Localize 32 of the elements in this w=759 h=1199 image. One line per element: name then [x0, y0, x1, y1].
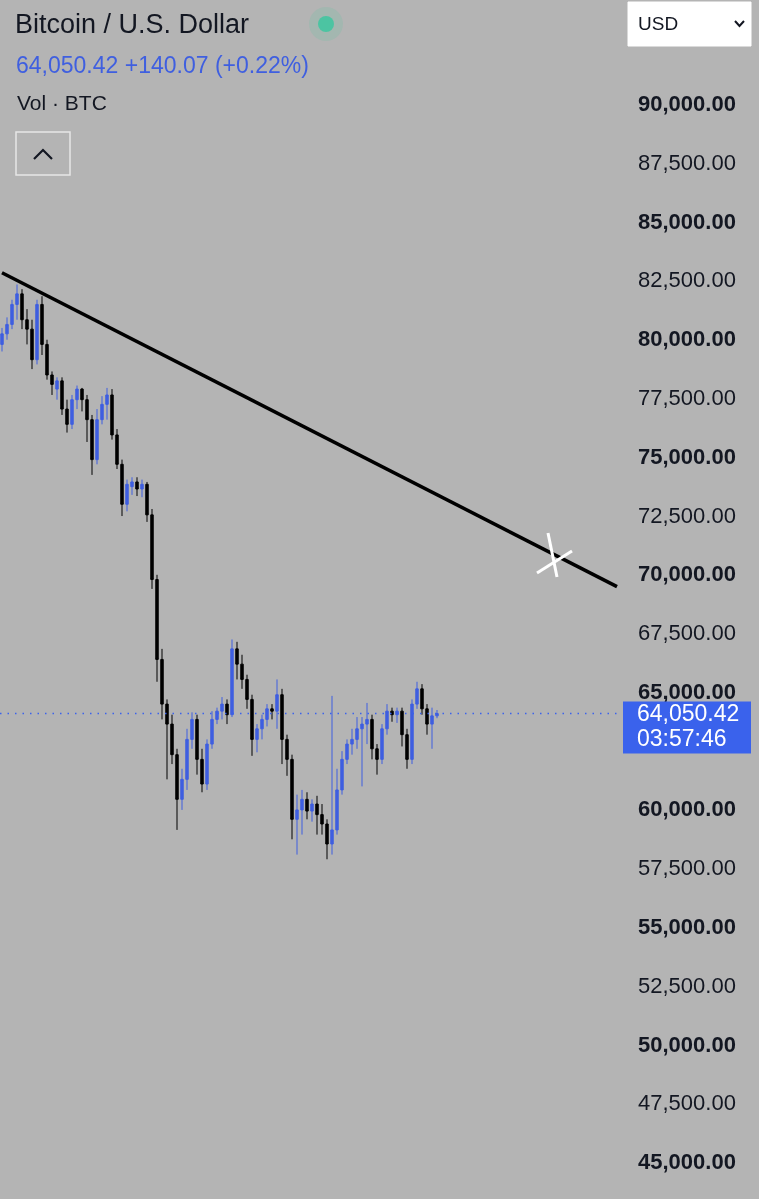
- y-tick-label: 52,500.00: [638, 972, 736, 998]
- candlestick: [305, 791, 309, 820]
- y-tick-label: 85,000.00: [638, 208, 736, 234]
- candlestick: [55, 376, 59, 401]
- y-tick-label: 65,000.00: [638, 678, 736, 704]
- text: 64,050.42 +140.07 (+0.22%): [16, 52, 309, 78]
- y-tick-label: 90,000.00: [638, 91, 736, 117]
- y-tick-label: 75,000.00: [638, 443, 736, 469]
- chart-title: Bitcoin / U.S. Dollar: [15, 9, 250, 40]
- candlestick: [35, 299, 39, 365]
- candlestick: [390, 707, 394, 723]
- candlestick: [140, 479, 144, 498]
- y-tick-label: 87,500.00: [638, 149, 736, 175]
- y-tick-label: 72,500.00: [638, 502, 736, 528]
- text: USD: [638, 13, 679, 34]
- y-tick-label: 77,500.00: [638, 385, 736, 411]
- y-tick-label: 67,500.00: [638, 620, 736, 646]
- y-tick-label: 57,500.00: [638, 855, 736, 881]
- y-tick-label: 82,500.00: [638, 267, 736, 293]
- y-tick-label: 80,000.00: [638, 326, 736, 352]
- y-tick-label: 47,500.00: [638, 1090, 736, 1116]
- candlestick: [310, 798, 314, 823]
- text: 03:57:46: [637, 725, 727, 751]
- candlestick: [270, 703, 274, 720]
- annotation: Vol · BTC: [17, 91, 107, 114]
- y-tick-label: 50,000.00: [638, 1031, 736, 1057]
- candlestick: [135, 476, 139, 497]
- y-tick-label: 55,000.00: [638, 913, 736, 939]
- y-tick-label: 70,000.00: [638, 561, 736, 587]
- candlestick: [225, 698, 229, 725]
- y-tick-label: 45,000.00: [638, 1149, 736, 1175]
- y-tick-label: 60,000.00: [638, 796, 736, 822]
